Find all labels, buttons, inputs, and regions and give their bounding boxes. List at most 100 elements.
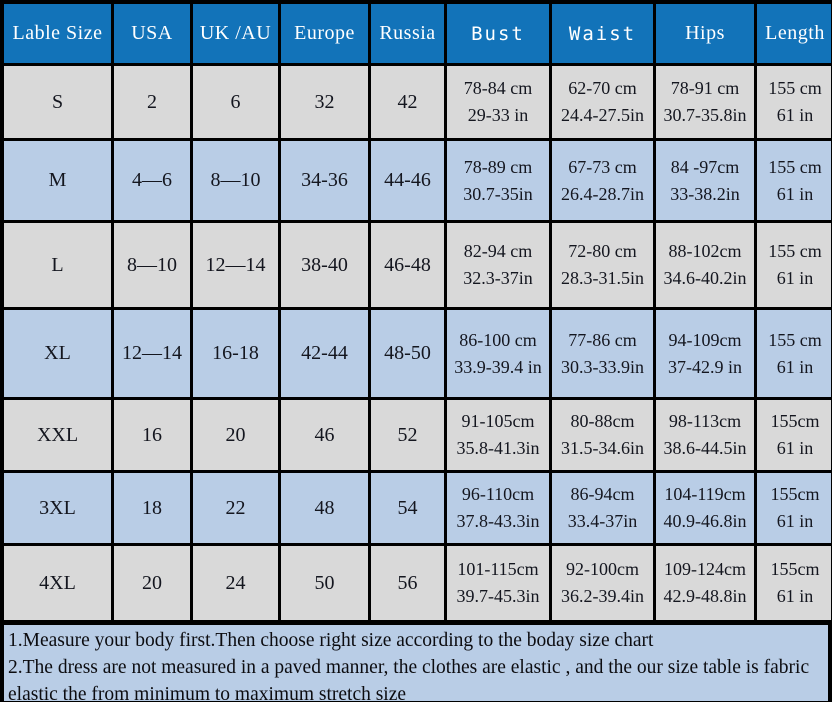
- cell-bust: 96-110cm 37.8-43.3in: [444, 470, 552, 546]
- cell-line: 61 in: [776, 438, 814, 458]
- cell-line: 40.9-46.8in: [663, 511, 747, 531]
- cell-uk-au: 22: [190, 470, 281, 546]
- cell-usa: 12—14: [111, 307, 193, 400]
- cell-line: 109-124cm: [664, 559, 746, 579]
- cell-line: 155 cm: [768, 329, 822, 350]
- cell-uk-au: 8—10: [190, 138, 281, 223]
- cell-usa: 4—6: [111, 138, 193, 223]
- size-chart-table: Lable Size USA UK /AU Europe Russia Bust Waist…: [1, 1, 831, 623]
- cell-line: 8—10: [210, 169, 261, 191]
- table-row: M 4—6 8—10 34-36 44-46 78-89 cm 30.7-35in 67-73…: [1, 138, 831, 223]
- cell-line: 38.6-44.5in: [663, 438, 747, 458]
- cell-lable-size: S: [1, 63, 114, 141]
- cell-line: 88-102cm: [668, 241, 742, 261]
- cell-line: 78-89 cm: [463, 156, 533, 177]
- cell-waist: 80-88cm 31.5-34.6in: [549, 397, 656, 473]
- cell-line: 8—10: [127, 253, 177, 276]
- cell-line: 72-80 cm: [568, 241, 637, 261]
- cell-line: 52: [397, 423, 418, 446]
- cell-lable-size: L: [1, 220, 114, 310]
- cell-hips: 94-109cm 37-42.9 in: [653, 307, 757, 400]
- column-header-europe: Europe: [278, 1, 371, 66]
- cell-line: 61 in: [776, 105, 814, 125]
- cell-europe: 38-40: [278, 220, 371, 310]
- cell-line: 48: [314, 496, 335, 519]
- cell-line: 155cm: [770, 484, 820, 504]
- cell-line: 82-94 cm: [463, 241, 533, 261]
- cell-line: 6: [230, 90, 241, 113]
- cell-line: 104-119cm: [664, 484, 746, 504]
- cell-lable-size: XL: [1, 307, 114, 400]
- column-header-length: Length: [754, 1, 831, 66]
- cell-uk-au: 6: [190, 63, 281, 141]
- column-header-usa: USA: [111, 1, 193, 66]
- cell-line: 39.7-45.3in: [456, 586, 540, 606]
- cell-line: 42: [397, 90, 418, 113]
- cell-line: 32.3-37in: [463, 268, 533, 288]
- cell-russia: 54: [368, 470, 447, 546]
- cell-line: 4XL: [39, 571, 76, 594]
- cell-line: 24: [225, 571, 246, 594]
- column-header-bust: Bust: [444, 1, 552, 66]
- cell-line: 12—14: [205, 253, 266, 276]
- cell-russia: 52: [368, 397, 447, 473]
- cell-lable-size: 3XL: [1, 470, 114, 546]
- cell-europe: 32: [278, 63, 371, 141]
- note-line-2: 2.The dress are not measured in a paved …: [8, 657, 810, 702]
- cell-line: 30.3-33.9in: [561, 356, 644, 377]
- cell-length: 155 cm 61 in: [754, 138, 831, 223]
- cell-line: 61 in: [776, 183, 814, 204]
- cell-line: 30.7-35.8in: [663, 105, 747, 125]
- cell-bust: 86-100 cm 33.9-39.4 in: [444, 307, 552, 400]
- column-header-lable-size: Lable Size: [1, 1, 114, 66]
- cell-lable-size: XXL: [1, 397, 114, 473]
- cell-line: L: [51, 253, 64, 276]
- cell-line: 34-36: [301, 169, 348, 191]
- cell-line: 33-38.2in: [670, 183, 740, 204]
- cell-line: 86-94cm: [570, 484, 635, 504]
- cell-russia: 48-50: [368, 307, 447, 400]
- table-row: 3XL 18 22 48 54 96-110cm 37.8-43.3in 86-94cm 33.…: [1, 470, 831, 546]
- cell-line: 62-70 cm: [568, 78, 637, 98]
- column-header-waist: Waist: [549, 1, 656, 66]
- cell-europe: 46: [278, 397, 371, 473]
- cell-usa: 16: [111, 397, 193, 473]
- cell-europe: 34-36: [278, 138, 371, 223]
- cell-line: 33.9-39.4 in: [454, 356, 542, 377]
- cell-line: 37-42.9 in: [668, 356, 742, 377]
- table-row: L 8—10 12—14 38-40 46-48 82-94 cm 32.3-37in 72-…: [1, 220, 831, 310]
- cell-line: XL: [44, 342, 71, 364]
- cell-bust: 91-105cm 35.8-41.3in: [444, 397, 552, 473]
- cell-line: 61 in: [776, 586, 814, 606]
- cell-line: 155cm: [770, 411, 820, 431]
- cell-line: 35.8-41.3in: [456, 438, 540, 458]
- cell-line: 26.4-28.7in: [561, 183, 644, 204]
- table-row: XXL 16 20 46 52 91-105cm 35.8-41.3in 80-88cm 31.…: [1, 397, 831, 473]
- cell-line: 67-73 cm: [568, 156, 637, 177]
- cell-line: 38-40: [301, 253, 348, 276]
- cell-line: S: [51, 90, 64, 113]
- cell-line: 101-115cm: [457, 559, 539, 579]
- cell-uk-au: 12—14: [190, 220, 281, 310]
- cell-line: XXL: [36, 423, 79, 446]
- cell-line: 98-113cm: [668, 411, 742, 431]
- note-line-1: 1.Measure your body first.Then choose ri…: [8, 630, 654, 651]
- cell-line: 44-46: [384, 169, 431, 191]
- cell-line: 31.5-34.6in: [561, 438, 644, 458]
- cell-line: 32: [314, 90, 335, 113]
- cell-line: 155 cm: [768, 241, 822, 261]
- column-header-russia: Russia: [368, 1, 447, 66]
- column-header-hips: Hips: [653, 1, 757, 66]
- cell-line: 78-91 cm: [670, 78, 740, 98]
- cell-usa: 2: [111, 63, 193, 141]
- cell-line: 50: [314, 571, 335, 594]
- cell-line: 61 in: [776, 511, 814, 531]
- cell-line: 42-44: [301, 342, 348, 364]
- cell-europe: 42-44: [278, 307, 371, 400]
- cell-line: 56: [397, 571, 418, 594]
- column-header-uk-au: UK /AU: [190, 1, 281, 66]
- notes-section: 1.Measure your body first.Then choose ri…: [1, 623, 831, 702]
- header-row: Lable Size USA UK /AU Europe Russia Bust Waist…: [1, 1, 831, 66]
- cell-line: 91-105cm: [461, 411, 535, 431]
